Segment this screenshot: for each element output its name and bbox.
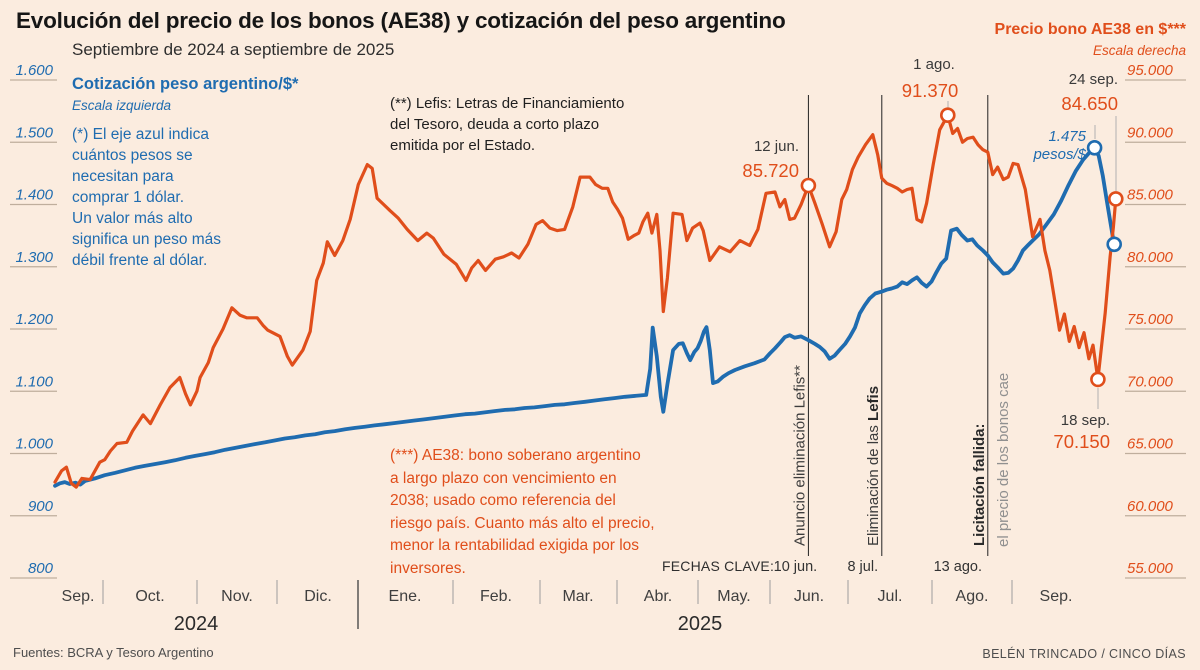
bono-series-line bbox=[53, 113, 1118, 489]
data-point-marker bbox=[1106, 236, 1122, 253]
note-ae38: (***) AE38: bono soberano argentino a la… bbox=[390, 447, 655, 577]
month-label: Sep. bbox=[62, 588, 95, 605]
page-title: Evolución del precio de los bonos (AE38)… bbox=[16, 8, 786, 33]
month-label: Ago. bbox=[956, 588, 989, 605]
right-tick-label: 65.000 bbox=[1127, 436, 1174, 453]
annotation-value: 85.720 bbox=[742, 160, 799, 181]
right-tick-label: 60.000 bbox=[1127, 498, 1174, 515]
peso-peak-label-line1: 1.475 bbox=[1048, 128, 1086, 145]
left-tick-label: 1.000 bbox=[15, 436, 53, 453]
left-tick-label: 900 bbox=[28, 498, 54, 515]
data-point-marker bbox=[1108, 191, 1124, 207]
data-point-marker bbox=[1086, 140, 1103, 156]
event-caption: Eliminación de las Lefis bbox=[865, 386, 882, 546]
right-tick-label: 90.000 bbox=[1127, 124, 1174, 141]
left-tick-label: 1.400 bbox=[15, 187, 53, 204]
month-label: Mar. bbox=[562, 588, 593, 605]
note-peso-axis: (*) El eje azul indica cuántos pesos se … bbox=[72, 126, 222, 269]
event-date-label: 8 jul. bbox=[847, 559, 878, 575]
left-tick-label: 1.200 bbox=[15, 311, 53, 328]
data-point-marker bbox=[800, 177, 817, 194]
source-credit: Fuentes: BCRA y Tesoro Argentino bbox=[13, 645, 214, 660]
left-tick-label: 1.100 bbox=[15, 373, 53, 390]
annotation-date: 24 sep. bbox=[1069, 71, 1118, 88]
event-caption-secondary: el precio de los bonos cae bbox=[995, 373, 1012, 547]
peso-peak-label-line2: pesos/$ bbox=[1032, 146, 1086, 163]
month-label: Jun. bbox=[794, 588, 824, 605]
right-tick-label: 95.000 bbox=[1127, 62, 1174, 79]
note-lefis: (**) Lefis: Letras de Financiamiento del… bbox=[390, 95, 625, 154]
event-date-label: 10 jun. bbox=[774, 559, 818, 575]
annotation-date: 12 jun. bbox=[754, 138, 799, 155]
annotation-value: 70.150 bbox=[1053, 431, 1110, 452]
annotation-date: 1 ago. bbox=[913, 56, 955, 73]
month-label: Abr. bbox=[644, 588, 672, 605]
year-label-2025: 2025 bbox=[678, 613, 723, 635]
month-label: Nov. bbox=[221, 588, 253, 605]
right-tick-label: 80.000 bbox=[1127, 249, 1174, 266]
left-tick-label: 1.500 bbox=[15, 124, 53, 141]
month-label: Dic. bbox=[304, 588, 332, 605]
left-tick-label: 1.600 bbox=[15, 62, 53, 79]
event-caption: Anuncio eliminación Lefis** bbox=[791, 365, 808, 546]
right-tick-label: 70.000 bbox=[1127, 373, 1174, 390]
left-tick-label: 1.300 bbox=[15, 249, 53, 266]
annotation-value: 91.370 bbox=[902, 80, 959, 101]
right-tick-label: 55.000 bbox=[1127, 560, 1174, 577]
right-axis-subtitle: Escala derecha bbox=[1092, 43, 1186, 58]
author-credit: BELÉN TRINCADO / CINCO DÍAS bbox=[982, 647, 1186, 661]
month-label: Jul. bbox=[878, 588, 903, 605]
month-label: Ene. bbox=[389, 588, 422, 605]
peso-series-title: Cotización peso argentino/$* bbox=[72, 75, 299, 93]
month-label: Sep. bbox=[1040, 588, 1073, 605]
month-label: Feb. bbox=[480, 588, 512, 605]
key-dates-label: FECHAS CLAVE: bbox=[662, 558, 775, 574]
data-point-marker bbox=[939, 107, 956, 123]
left-tick-label: 800 bbox=[28, 560, 54, 577]
month-label: Oct. bbox=[135, 588, 164, 605]
data-point-marker bbox=[1090, 371, 1106, 388]
year-label-2024: 2024 bbox=[174, 613, 219, 635]
event-caption: Licitación fallida: bbox=[971, 423, 988, 546]
peso-series-subtitle: Escala izquierda bbox=[72, 98, 172, 113]
annotation-value: 84.650 bbox=[1061, 93, 1118, 114]
right-tick-label: 75.000 bbox=[1127, 311, 1174, 328]
annotation-date: 18 sep. bbox=[1061, 412, 1110, 429]
month-label: May. bbox=[717, 588, 750, 605]
right-axis-title: Precio bono AE38 en $*** bbox=[994, 21, 1186, 38]
right-tick-label: 85.000 bbox=[1127, 187, 1174, 204]
subtitle: Septiembre de 2024 a septiembre de 2025 bbox=[72, 40, 395, 59]
event-date-label: 13 ago. bbox=[934, 559, 982, 575]
peso-series-line bbox=[53, 145, 1117, 488]
